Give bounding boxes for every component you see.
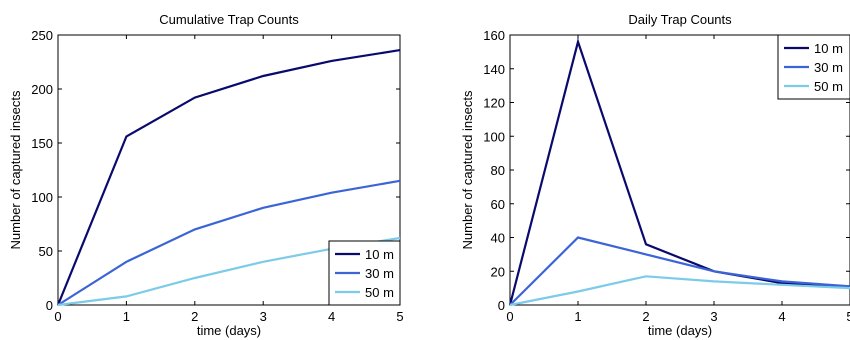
chart-1-x-tick-label: 3	[710, 309, 717, 324]
chart-1-x-tick-label: 2	[642, 309, 649, 324]
chart-0-y-tick-label: 150	[31, 136, 53, 151]
chart-1-y-tick-label: 60	[491, 197, 505, 212]
chart-1-x-tick-label: 5	[846, 309, 850, 324]
chart-1-y-tick-label: 140	[483, 62, 505, 77]
chart-0-series-line-10m	[56, 49, 401, 306]
chart-0-y-axis-label: Number of captured insects	[8, 90, 23, 249]
chart-1-legend-label: 10 m	[814, 41, 843, 56]
chart-0-y-tick-label: 50	[39, 244, 53, 259]
chart-0-x-tick-label: 3	[260, 309, 267, 324]
chart-1-y-tick-label: 100	[483, 129, 505, 144]
chart-0-x-tick-label: 4	[328, 309, 335, 324]
chart-0-x-tick-label: 1	[123, 309, 130, 324]
chart-1-series-line-30m	[509, 236, 850, 306]
chart-0-legend-label: 30 m	[365, 266, 394, 281]
chart-1-x-tick-label: 1	[574, 309, 581, 324]
chart-0-y-tick-label: 0	[46, 298, 53, 313]
chart-0-legend-label: 50 m	[365, 285, 394, 300]
chart-0-x-axis-label: time (days)	[197, 323, 261, 338]
chart-1-legend-label: 50 m	[814, 79, 843, 94]
chart-1-y-tick-label: 160	[483, 28, 505, 43]
chart-1-series-line-10m	[508, 37, 850, 306]
chart-1-x-axis-label: time (days)	[648, 323, 712, 338]
chart-1-y-axis-label: Number of captured insects	[460, 90, 475, 249]
chart-1-series-line-50m	[509, 275, 850, 307]
chart-1-title: Daily Trap Counts	[628, 12, 732, 27]
chart-0-title: Cumulative Trap Counts	[159, 12, 299, 27]
chart-0-y-tick-label: 100	[31, 190, 53, 205]
chart-0-x-tick-label: 0	[54, 309, 61, 324]
chart-1-y-tick-label: 20	[491, 264, 505, 279]
chart-0-x-tick-label: 5	[396, 309, 403, 324]
chart-0-legend-label: 10 m	[365, 247, 394, 262]
chart-0-y-tick-label: 250	[31, 28, 53, 43]
chart-1-x-tick-label: 4	[778, 309, 785, 324]
chart-1-legend-label: 30 m	[814, 60, 843, 75]
daily-trap-counts-chart: 0 1 2 3 4 5 0 20 40 60 80 100 120 140 160 Daily Trap Co…	[460, 12, 850, 338]
chart-1-x-tick-label: 0	[506, 309, 513, 324]
chart-0-y-tick-label: 200	[31, 82, 53, 97]
chart-1-y-tick-label: 120	[483, 96, 505, 111]
chart-0-series-line-30m	[57, 179, 401, 306]
chart-1-y-tick-label: 80	[491, 163, 505, 178]
chart-1-y-tick-label: 0	[498, 298, 505, 313]
chart-0-x-tick-label: 2	[191, 309, 198, 324]
chart-1-y-tick-label: 40	[491, 231, 505, 246]
